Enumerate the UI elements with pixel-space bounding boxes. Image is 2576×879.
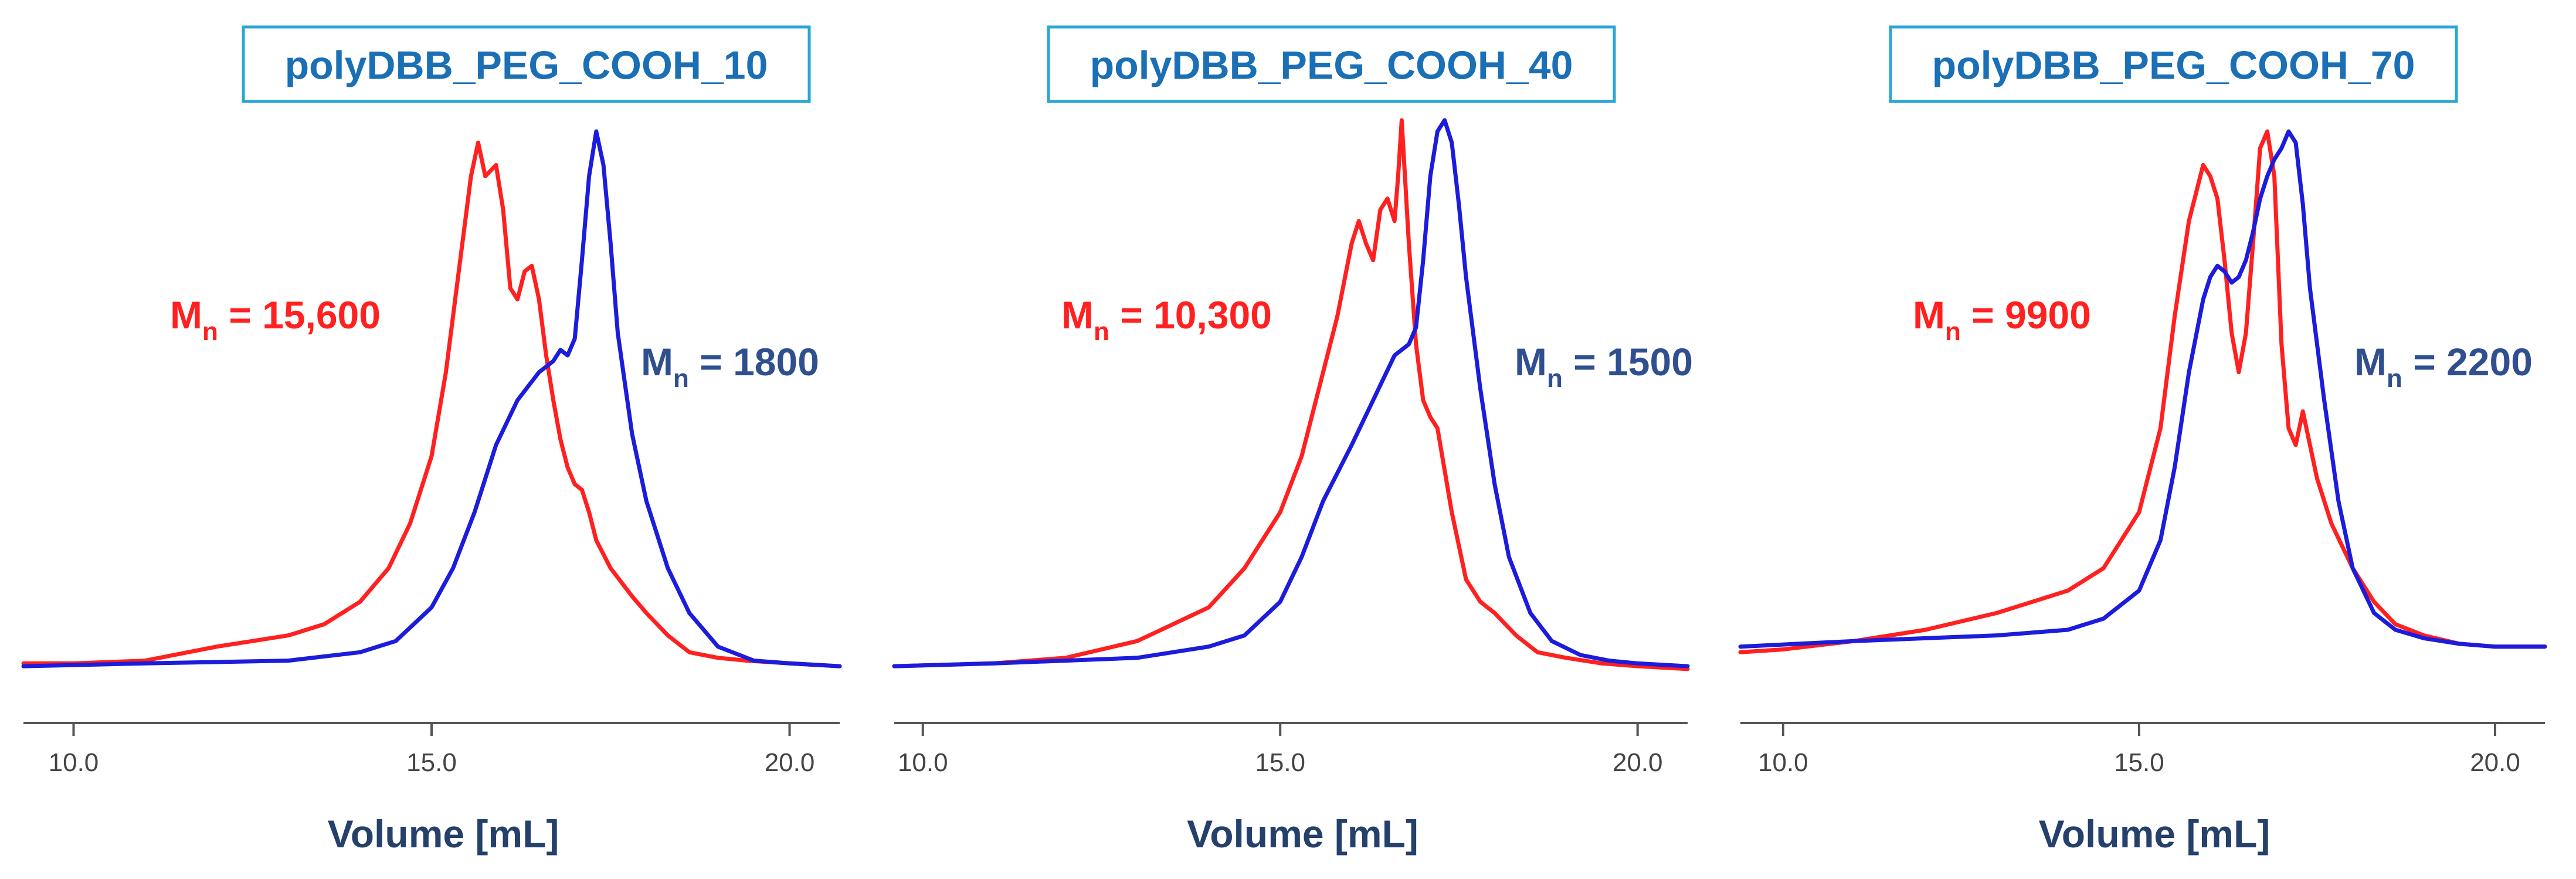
series-line-red [1738,129,2547,654]
mn-label-blue: Mn = 1800 [641,340,819,393]
mn-label-red: Mn = 15,600 [170,293,381,346]
chart-title: polyDBB_PEG_COOH_40 [1090,43,1573,88]
x-tick-label: 20.0 [2470,748,2520,777]
mn-symbol: M [1913,293,1945,337]
mn-subscript: n [673,364,689,393]
mn-subscript: n [1094,317,1109,346]
x-axis-label: Volume [mL] [328,812,559,856]
mn-symbol: M [170,293,202,337]
chart-title: polyDBB_PEG_COOH_70 [1932,43,2415,88]
x-tick-label: 15.0 [1255,748,1305,777]
mn-value: = 2200 [2402,340,2533,383]
mn-label-red: Mn = 9900 [1913,293,2091,346]
x-tick-label: 20.0 [1613,748,1663,777]
series-line-blue [1738,129,2547,649]
chart-panel-3: polyDBB_PEG_COOH_70 10.0 15.0 20.0 Volume [m… [1738,25,2547,856]
mn-label-red: Mn = 10,300 [1061,293,1272,346]
series-line-red [21,140,842,668]
mn-value: = 15,600 [218,293,381,337]
x-tick-label: 15.0 [2114,748,2164,777]
mn-value: = 1800 [689,340,819,383]
x-tick-label: 10.0 [898,748,948,777]
x-tick-label: 10.0 [49,748,99,777]
series-line-blue [892,118,1690,668]
mn-subscript: n [202,317,218,346]
mn-symbol: M [1061,293,1094,337]
chart-panel-2: polyDBB_PEG_COOH_40 10.0 15.0 20.0 Volume [m… [892,25,1693,856]
x-axis-label: Volume [mL] [1187,812,1418,856]
x-tick-label: 20.0 [765,748,815,777]
mn-value: = 1500 [1563,340,1693,383]
mn-value: = 10,300 [1109,293,1272,337]
mn-subscript: n [2387,364,2402,393]
mn-subscript: n [1945,317,1961,346]
mn-symbol: M [1515,340,1547,383]
mn-subscript: n [1547,364,1563,393]
chart-title-box [1047,25,1616,103]
x-tick-label: 10.0 [1758,748,1808,777]
mn-value: = 9900 [1961,293,2091,337]
series-line-red [892,118,1690,671]
x-tick-label: 15.0 [406,748,457,777]
mn-label-blue: Mn = 2200 [2354,340,2533,393]
chart-title-box [1889,25,2458,103]
series-line-blue [21,129,842,668]
x-axis-label: Volume [mL] [2039,812,2270,856]
mn-symbol: M [641,340,673,383]
mn-symbol: M [2354,340,2387,383]
chart-panel-1: polyDBB_PEG_COOH_10 10.0 15.0 20.0 Volume [m… [21,25,842,856]
mn-label-blue: Mn = 1500 [1515,340,1693,393]
chart-title: polyDBB_PEG_COOH_10 [285,43,768,88]
chart-title-box [242,25,811,103]
